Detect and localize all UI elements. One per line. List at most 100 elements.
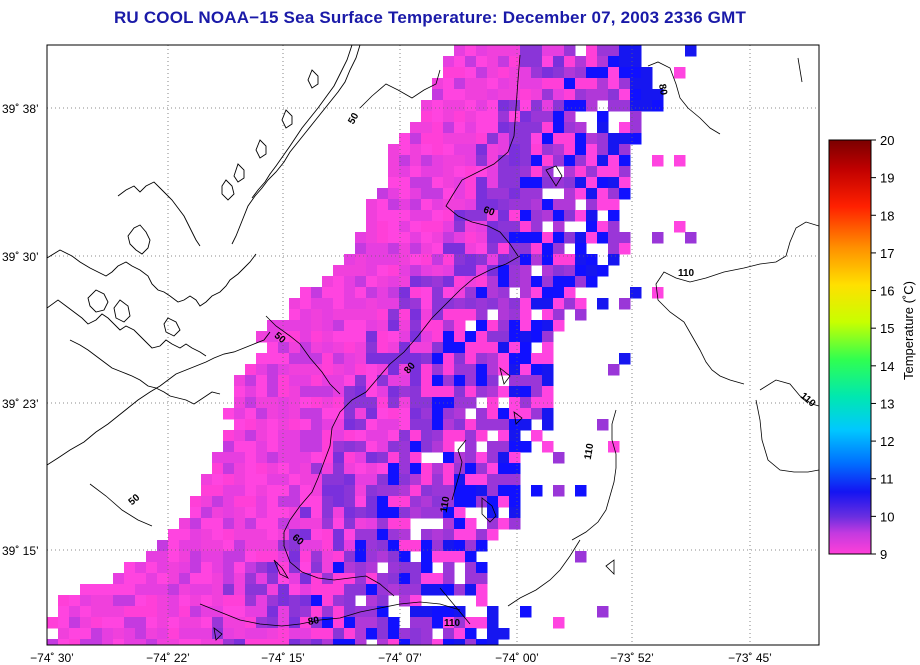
sst-pixel [366, 298, 378, 310]
sst-pixel [421, 584, 433, 596]
sst-pixel [487, 45, 499, 57]
sst-pixel [311, 496, 323, 508]
sst-pixel [575, 298, 587, 310]
sst-pixel [300, 584, 312, 596]
sst-pixel [421, 562, 433, 574]
sst-pixel [476, 144, 488, 156]
sst-pixel [234, 452, 246, 464]
sst-pixel [487, 122, 499, 134]
sst-pixel [542, 100, 554, 112]
sst-pixel [520, 155, 532, 167]
sst-pixel [366, 199, 378, 211]
sst-pixel [542, 89, 554, 101]
sst-pixel [432, 375, 444, 387]
sst-pixel [300, 463, 312, 475]
sst-pixel [366, 265, 378, 277]
sst-pixel [421, 573, 433, 585]
sst-pixel [553, 617, 565, 629]
sst-pixel [333, 353, 345, 365]
sst-pixel [597, 265, 609, 277]
sst-pixel [223, 485, 235, 497]
sst-pixel [179, 562, 191, 574]
sst-pixel [608, 243, 620, 255]
sst-pixel [69, 606, 81, 618]
sst-pixel [586, 265, 598, 277]
sst-pixel [267, 562, 279, 574]
sst-pixel [564, 188, 576, 200]
sst-pixel [201, 485, 213, 497]
sst-pixel [366, 441, 378, 453]
sst-pixel [333, 463, 345, 475]
sst-pixel [465, 111, 477, 123]
sst-pixel [487, 628, 499, 640]
sst-pixel [388, 243, 400, 255]
sst-pixel [465, 364, 477, 376]
sst-pixel [278, 441, 290, 453]
sst-pixel [586, 188, 598, 200]
sst-pixel [553, 67, 565, 79]
colorbar-label: Temperature (˚C) [901, 281, 916, 380]
map-title: RU COOL NOAA−15 Sea Surface Temperature:… [113, 8, 747, 27]
sst-pixel [630, 78, 642, 90]
sst-pixel [542, 353, 554, 365]
sst-pixel [344, 353, 356, 365]
sst-pixel [124, 573, 136, 585]
coastline [47, 45, 361, 466]
sst-pixel [432, 298, 444, 310]
sst-pixel [267, 551, 279, 563]
sst-pixel [553, 111, 565, 123]
sst-pixel [520, 419, 532, 431]
sst-pixel [454, 265, 466, 277]
sst-pixel [498, 496, 510, 508]
sst-pixel [322, 408, 334, 420]
sst-pixel [234, 375, 246, 387]
sst-pixel [102, 639, 114, 645]
sst-pixel [322, 639, 334, 645]
sst-pixel [465, 199, 477, 211]
sst-pixel [355, 639, 367, 645]
sst-pixel [289, 595, 301, 607]
sst-pixel [366, 529, 378, 541]
sst-pixel [487, 221, 499, 233]
sst-pixel [465, 540, 477, 552]
sst-pixel [212, 595, 224, 607]
sst-pixel [234, 430, 246, 442]
sst-pixel [498, 133, 510, 145]
sst-pixel [311, 463, 323, 475]
sst-pixel [333, 397, 345, 409]
sst-pixel [454, 111, 466, 123]
sst-pixel [575, 254, 587, 266]
sst-pixel [454, 155, 466, 167]
sst-pixel [619, 45, 631, 57]
sst-pixel [278, 518, 290, 530]
sst-pixel [454, 100, 466, 112]
sst-pixel [542, 122, 554, 134]
sst-pixel [366, 210, 378, 222]
sst-pixel [432, 441, 444, 453]
sst-pixel [487, 518, 499, 530]
sst-pixel [91, 584, 103, 596]
contour-label: 110 [678, 268, 695, 279]
sst-pixel [520, 133, 532, 145]
sst-pixel [212, 584, 224, 596]
sst-pixel [432, 188, 444, 200]
sst-pixel [465, 331, 477, 343]
colorbar-tick-label: 14 [880, 359, 894, 374]
sst-pixel [520, 342, 532, 354]
sst-pixel [520, 386, 532, 398]
x-tick-label: −73˚ 52’ [610, 651, 654, 665]
sst-pixel [168, 573, 180, 585]
sst-pixel [531, 386, 543, 398]
sst-pixel [630, 287, 642, 299]
sst-pixel [520, 45, 532, 57]
sst-pixel [388, 232, 400, 244]
sst-pixel [366, 562, 378, 574]
sst-pixel [553, 155, 565, 167]
sst-pixel [542, 177, 554, 189]
sst-pixel [168, 529, 180, 541]
sst-pixel [410, 617, 422, 629]
sst-pixel [454, 177, 466, 189]
sst-pixel [289, 364, 301, 376]
sst-pixel [454, 584, 466, 596]
sst-pixel [69, 628, 81, 640]
